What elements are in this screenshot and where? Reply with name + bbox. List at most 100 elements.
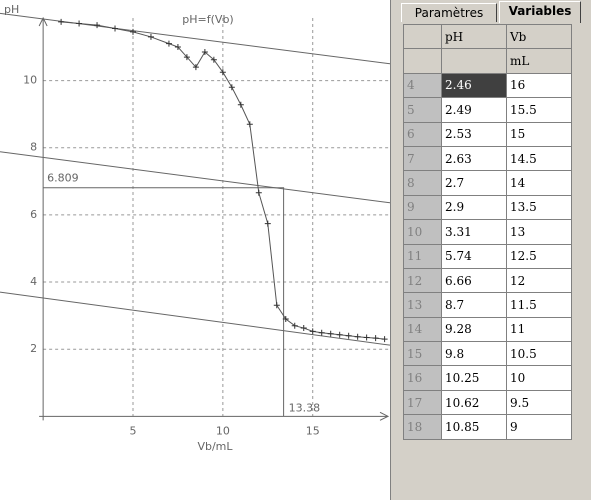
data-point xyxy=(309,328,316,335)
x-axis-label: Vb/mL xyxy=(197,440,233,453)
table-cell[interactable]: 2.7 xyxy=(441,170,507,196)
table-cell[interactable]: 9.28 xyxy=(441,316,507,343)
row-number[interactable]: 7 xyxy=(403,145,442,172)
table-cell[interactable]: 13.5 xyxy=(506,194,572,221)
row-number[interactable]: 9 xyxy=(403,194,442,221)
y-tick-label: 6 xyxy=(30,208,37,221)
data-point xyxy=(246,121,253,128)
table-row: 4 2.46 16 xyxy=(403,72,572,99)
data-point xyxy=(363,334,370,341)
annotation: 6.809 xyxy=(47,172,78,185)
table-cell[interactable]: 2.46 xyxy=(441,72,507,99)
tangent-line xyxy=(0,291,390,346)
data-point xyxy=(183,54,190,61)
column-header: pH xyxy=(441,23,507,50)
table-cell[interactable]: 8.7 xyxy=(441,292,507,318)
table-cell[interactable]: 10.85 xyxy=(441,414,507,440)
data-point xyxy=(174,44,181,51)
y-axis xyxy=(38,16,48,421)
data-point xyxy=(300,325,307,332)
data-point xyxy=(201,49,208,56)
annotation: 13.38 xyxy=(289,401,321,414)
data-point xyxy=(129,28,136,35)
row-number[interactable]: 12 xyxy=(403,267,442,294)
table-row: 17 10.62 9.5 xyxy=(403,389,572,416)
data-point xyxy=(192,64,199,71)
table-cell[interactable]: 6.66 xyxy=(441,267,507,294)
table-row: 9 2.9 13.5 xyxy=(403,194,572,221)
data-point xyxy=(264,220,271,227)
column-unit: mL xyxy=(506,48,572,74)
row-number[interactable]: 13 xyxy=(403,292,442,318)
data-point xyxy=(381,336,388,343)
row-number[interactable]: 4 xyxy=(403,72,442,99)
table-cell[interactable]: 10.25 xyxy=(441,365,507,391)
table-cell[interactable]: 13 xyxy=(506,219,572,245)
header-row: pH Vb xyxy=(403,23,572,50)
table-cell[interactable]: 10.62 xyxy=(441,389,507,416)
table-cell[interactable]: 11 xyxy=(506,316,572,343)
table-cell[interactable]: 3.31 xyxy=(441,219,507,245)
table-row: 13 8.7 11.5 xyxy=(403,292,572,318)
table-cell[interactable]: 5.74 xyxy=(441,243,507,269)
row-number[interactable]: 6 xyxy=(403,121,442,147)
row-number[interactable]: 14 xyxy=(403,316,442,343)
data-point xyxy=(165,40,172,47)
x-tick-label: 5 xyxy=(129,424,136,437)
data-point xyxy=(345,332,352,339)
table-cell[interactable]: 10.5 xyxy=(506,341,572,367)
table-cell[interactable]: 15.5 xyxy=(506,97,572,123)
row-number[interactable]: 11 xyxy=(403,243,442,269)
y-tick-label: 10 xyxy=(23,74,37,87)
row-number[interactable]: 17 xyxy=(403,389,442,416)
table-row: 8 2.7 14 xyxy=(403,170,572,196)
table-row: 12 6.66 12 xyxy=(403,267,572,294)
table-cell[interactable]: 2.9 xyxy=(441,194,507,221)
table-cell[interactable]: 10 xyxy=(506,365,572,391)
row-number[interactable]: 8 xyxy=(403,170,442,196)
row-number[interactable]: 16 xyxy=(403,365,442,391)
side-panel: Paramètres Variables pH Vb mL 4 2.46 16 5 2.4… xyxy=(390,0,591,500)
table-cell[interactable]: 11.5 xyxy=(506,292,572,318)
table-row: 6 2.53 15 xyxy=(403,121,572,147)
table-cell[interactable]: 9.8 xyxy=(441,341,507,367)
tab[interactable]: Paramètres xyxy=(401,3,497,22)
data-point xyxy=(255,189,262,196)
table-cell[interactable]: 14.5 xyxy=(506,145,572,172)
table-cell[interactable]: 2.49 xyxy=(441,97,507,123)
data-point xyxy=(282,315,289,322)
row-number[interactable]: 10 xyxy=(403,219,442,245)
column-header: Vb xyxy=(506,23,572,50)
table-cell[interactable]: 16 xyxy=(506,72,572,99)
table-cell[interactable]: 2.63 xyxy=(441,145,507,172)
table-row: 14 9.28 11 xyxy=(403,316,572,343)
data-point xyxy=(318,329,325,336)
data-point xyxy=(210,56,217,63)
table-row: 11 5.74 12.5 xyxy=(403,243,572,269)
table-cell[interactable]: 15 xyxy=(506,121,572,147)
tab-active[interactable]: Variables xyxy=(499,1,581,23)
table-row: 16 10.25 10 xyxy=(403,365,572,391)
table-cell[interactable]: 12 xyxy=(506,267,572,294)
y-tick-label: 4 xyxy=(30,275,37,288)
chart-title: pH=f(Vb) xyxy=(182,13,233,26)
data-table: pH Vb mL 4 2.46 16 5 2.49 15.5 6 2.53 15 7 2.63 14.5… xyxy=(403,23,572,440)
data-point xyxy=(219,69,226,76)
row-number[interactable]: 5 xyxy=(403,97,442,123)
table-row: 5 2.49 15.5 xyxy=(403,97,572,123)
table-row: 7 2.63 14.5 xyxy=(403,145,572,172)
y-tick-label: 2 xyxy=(30,342,37,355)
row-number[interactable]: 18 xyxy=(403,414,442,440)
row-number[interactable]: 15 xyxy=(403,341,442,367)
table-cell[interactable]: 9 xyxy=(506,414,572,440)
table-cell[interactable]: 9.5 xyxy=(506,389,572,416)
table-cell[interactable]: 14 xyxy=(506,170,572,196)
table-row: 18 10.85 9 xyxy=(403,414,572,440)
table-cell[interactable]: 12.5 xyxy=(506,243,572,269)
x-tick-label: 15 xyxy=(306,424,320,437)
table-cell[interactable]: 2.53 xyxy=(441,121,507,147)
x-axis xyxy=(39,411,390,421)
data-point xyxy=(112,25,119,32)
chart: pH=f(Vb) pH Vb/mL 2 4 6 8 10 5 10 15 6.809 13.38 xyxy=(0,3,390,453)
